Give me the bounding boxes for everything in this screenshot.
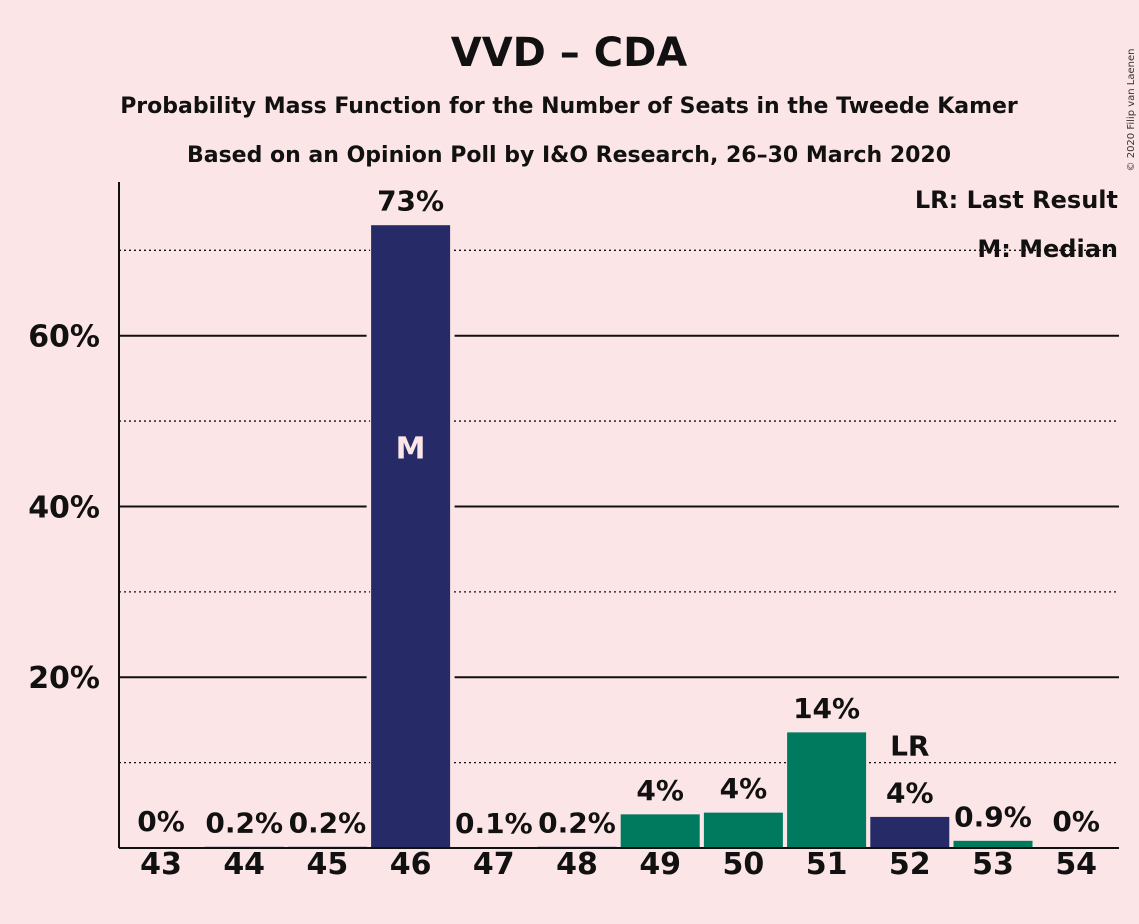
bars [203,224,1034,849]
x-tick-label: 48 [556,847,598,882]
bar-seat-50 [702,811,784,849]
x-tick-label: 51 [806,847,848,882]
bar-seat-51 [786,731,868,849]
data-label-seat-51: 14% [793,692,860,725]
data-label-seat-49: 4% [636,774,684,807]
x-tick-label: 47 [473,847,515,882]
median-marker: M [396,431,426,466]
data-label-seat-44: 0.2% [205,806,283,839]
data-label-seat-47: 0.1% [455,807,533,840]
data-label-seat-52: 4% [886,776,934,809]
data-label-seat-48: 0.2% [538,806,616,839]
chart-subtitle: Probability Mass Function for the Number… [120,94,1018,119]
copyright-text: © 2020 Filip van Laenen [1126,49,1137,172]
last-result-marker: LR [890,729,929,762]
x-tick-label: 49 [639,847,681,882]
data-label-seat-45: 0.2% [289,806,367,839]
legend-last-result: LR: Last Result [915,186,1118,214]
gridlines [119,249,1119,764]
x-tick-label: 43 [140,847,182,882]
y-tick-label: 40% [28,490,100,525]
chart-subtitle-source: Based on an Opinion Poll by I&O Research… [187,143,951,168]
data-labels: 0% 0.2% 0.2%73%M0.1% 0.2%4% 4%14%4%LR0.9% 0% [137,185,1100,840]
x-tick-label: 53 [972,847,1014,882]
data-label-seat-43: 0% [137,805,185,838]
x-tick-label: 52 [889,847,931,882]
legend-median: M: Median [977,235,1118,263]
data-label-seat-53: 0.9% [954,800,1032,833]
y-axis-tick-labels: 20% 40% 60% [28,320,100,697]
bar-seat-46 [370,224,452,849]
x-tick-label: 45 [307,847,349,882]
x-tick-label: 50 [723,847,765,882]
data-label-seat-50: 4% [720,772,768,805]
x-tick-label: 44 [223,847,265,882]
x-axis-tick-labels: 43 44 45 46 47 48 49 50 51 52 53 54 [140,847,1097,882]
bar-seat-49 [619,813,701,849]
y-tick-label: 20% [28,661,100,696]
data-label-seat-54: 0% [1052,805,1100,838]
data-label-seat-46: 73% [377,185,444,218]
y-tick-label: 60% [28,320,100,355]
bar-seat-52 [869,815,951,849]
x-tick-label: 46 [390,847,432,882]
x-tick-label: 54 [1055,847,1097,882]
chart-title: VVD – CDA [451,30,688,76]
